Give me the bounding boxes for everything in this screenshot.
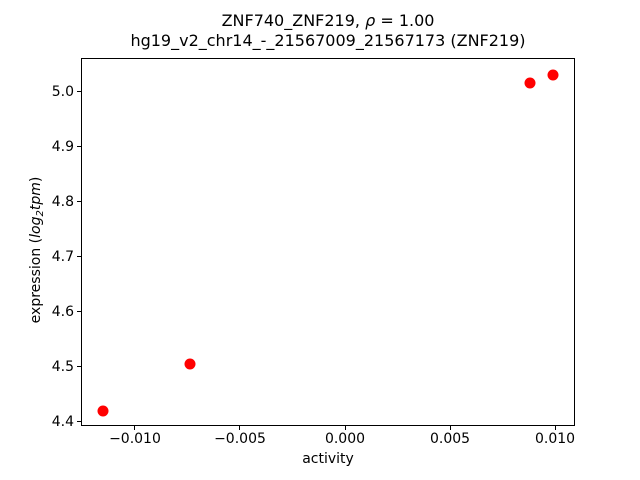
x-tick-label: 0.005: [429, 431, 471, 447]
data-point: [184, 358, 196, 370]
y-tick-label: 4.7: [51, 248, 74, 265]
plot-area: [81, 58, 575, 426]
y-tick-label: 5.0: [51, 83, 74, 100]
y-tick-label: 4.4: [51, 413, 74, 430]
chart-title: ZNF740_ZNF219, ρ = 1.00: [81, 11, 575, 31]
data-point: [547, 69, 559, 80]
rho-symbol: ρ: [365, 11, 376, 30]
title-suffix: = 1.00: [375, 11, 435, 30]
chart-title-block: ZNF740_ZNF219, ρ = 1.00 hg19_v2_chr14_-_…: [81, 11, 575, 51]
data-point: [524, 77, 536, 89]
y-tick-mark: [77, 91, 81, 93]
title-prefix: ZNF740_ZNF219,: [221, 11, 366, 30]
x-tick-label: −0.010: [109, 431, 161, 447]
ylabel-subscript: 2: [35, 210, 46, 217]
data-point: [97, 405, 109, 417]
x-tick-label: 0.000: [324, 431, 366, 447]
y-tick-mark: [77, 146, 81, 148]
x-tick-label: 0.010: [534, 431, 576, 447]
x-tick-mark: [344, 426, 346, 430]
y-tick-mark: [77, 311, 81, 313]
chart-subtitle: hg19_v2_chr14_-_21567009_21567173 (ZNF21…: [130, 31, 526, 50]
ylabel-suffix: ): [28, 176, 44, 183]
y-tick-mark: [77, 256, 81, 258]
ylabel-log: log: [28, 216, 44, 238]
x-tick-mark: [134, 426, 136, 430]
x-axis-label: activity: [302, 451, 354, 467]
y-tick-mark: [77, 421, 81, 423]
x-tick-mark: [449, 426, 451, 430]
x-tick-label: −0.005: [214, 431, 266, 447]
y-tick-label: 4.5: [51, 358, 74, 375]
x-tick-mark: [554, 426, 556, 430]
y-tick-mark: [77, 201, 81, 203]
x-tick-mark: [239, 426, 241, 430]
y-tick-label: 4.9: [51, 138, 74, 155]
y-tick-mark: [77, 366, 81, 368]
y-tick-label: 4.6: [51, 303, 74, 320]
y-tick-label: 4.8: [51, 193, 74, 210]
